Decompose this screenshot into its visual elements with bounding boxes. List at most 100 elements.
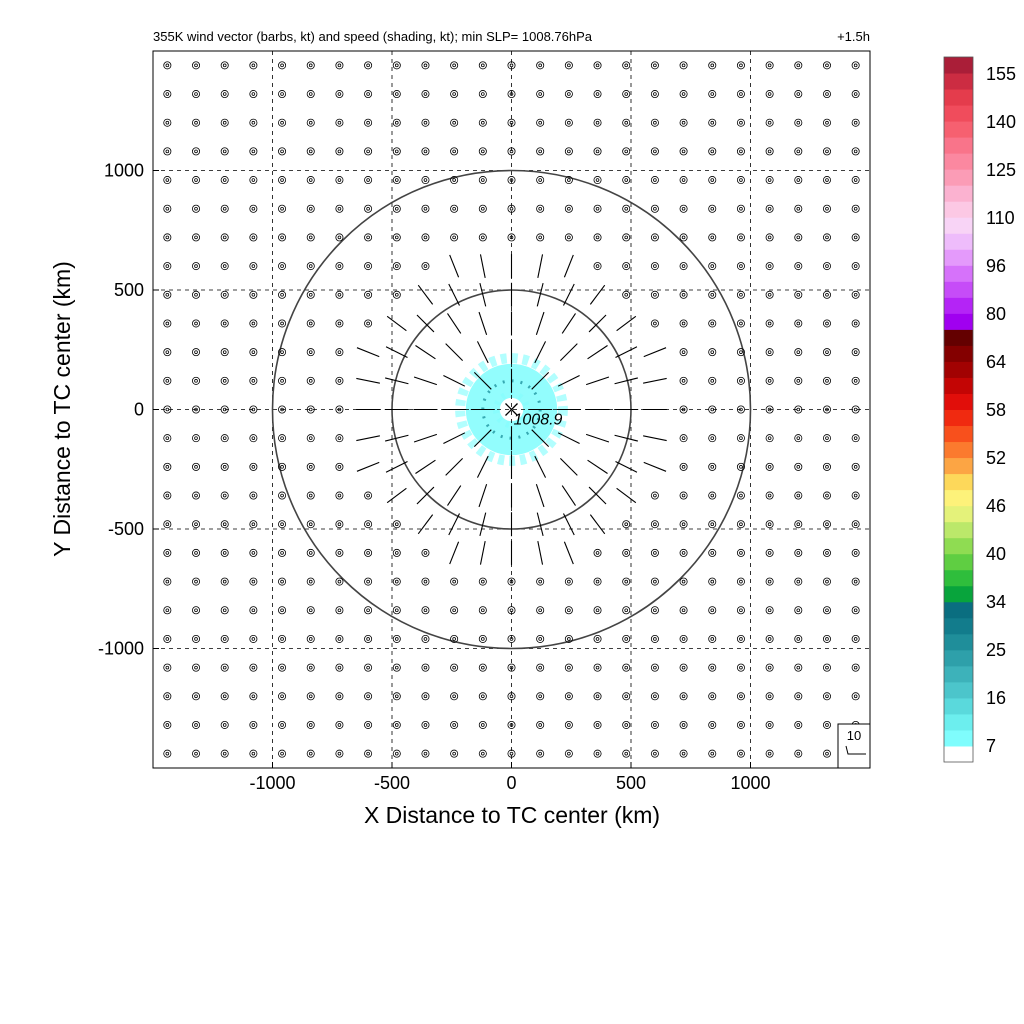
calm-marker-outer [536, 577, 545, 586]
calm-marker-inner [280, 178, 284, 182]
calm-marker-inner [280, 92, 284, 96]
calm-marker-outer [364, 491, 373, 500]
calm-marker-outer [450, 749, 459, 758]
colorbar-segment [944, 745, 973, 763]
calm-marker-inner [194, 120, 198, 125]
calm-marker-outer [421, 90, 430, 99]
calm-marker-outer [278, 606, 287, 615]
wind-barb [588, 314, 607, 333]
calm-marker-outer [794, 606, 803, 615]
calm-marker-outer [192, 233, 201, 242]
calm-marker-outer [794, 319, 803, 328]
calm-marker-inner [825, 694, 829, 699]
wind-barb [534, 341, 547, 364]
calm-marker-inner [481, 63, 485, 68]
calm-marker-outer [736, 176, 745, 185]
calm-marker-outer [364, 520, 373, 529]
calm-marker-inner [165, 321, 170, 326]
calm-marker-inner [567, 206, 571, 211]
calm-marker-outer [536, 606, 545, 615]
wind-barb [563, 254, 574, 278]
wind-barb [537, 254, 544, 278]
wind-barb [386, 487, 407, 504]
calm-marker-inner [251, 522, 256, 527]
calm-marker-outer [593, 749, 602, 758]
calm-marker-outer [564, 118, 573, 127]
calm-marker-outer [163, 319, 172, 328]
calm-marker-outer [249, 262, 258, 271]
calm-marker-outer [708, 720, 717, 729]
calm-marker-inner [624, 751, 629, 756]
calm-marker-inner [681, 436, 686, 440]
calm-marker-outer [822, 720, 831, 729]
calm-marker-inner [423, 120, 428, 125]
calm-marker-inner [251, 665, 256, 670]
calm-marker-outer [851, 548, 860, 557]
calm-marker-outer [450, 118, 459, 127]
calm-marker-outer [335, 405, 344, 414]
calm-marker-outer [220, 720, 229, 729]
calm-marker-outer [249, 118, 258, 127]
calm-marker-inner [767, 723, 772, 727]
calm-marker-inner [739, 149, 743, 154]
calm-marker-outer [736, 90, 745, 99]
calm-marker-inner [194, 321, 198, 326]
calm-marker-inner [710, 493, 715, 498]
calm-marker-outer [364, 204, 373, 213]
calm-marker-outer [220, 663, 229, 672]
calm-marker-outer [335, 61, 344, 70]
calm-marker-inner [251, 723, 256, 727]
calm-marker-inner [366, 579, 370, 584]
calm-marker-inner [165, 407, 170, 412]
calm-marker-outer [622, 204, 631, 213]
calm-marker-outer [335, 720, 344, 729]
calm-marker-inner [194, 235, 198, 240]
calm-marker-outer [507, 204, 516, 213]
calm-marker-outer [392, 204, 401, 213]
calm-marker-inner [280, 551, 284, 555]
calm-marker-outer [421, 749, 430, 758]
calm-marker-outer [249, 61, 258, 70]
calm-marker-outer [249, 434, 258, 443]
wind-barb [448, 283, 460, 306]
calm-marker-outer [278, 405, 287, 414]
calm-marker-inner [423, 723, 428, 727]
calm-marker-inner [394, 637, 399, 641]
calm-marker-inner [280, 694, 284, 699]
calm-marker-inner [767, 235, 772, 240]
calm-marker-inner [308, 178, 313, 182]
calm-marker-outer [450, 634, 459, 643]
calm-marker-inner [251, 637, 256, 641]
calm-marker-outer [822, 348, 831, 357]
calm-marker-inner [710, 149, 715, 154]
calm-marker-inner [165, 665, 170, 670]
calm-marker-inner [222, 206, 227, 211]
calm-marker-inner [481, 579, 485, 584]
calm-marker-inner [853, 579, 858, 584]
calm-marker-outer [278, 90, 287, 99]
calm-marker-inner [767, 465, 772, 469]
colorbar-segment [944, 313, 973, 330]
calm-marker-outer [622, 634, 631, 643]
calm-marker-inner [538, 178, 542, 182]
calm-marker-outer [765, 749, 774, 758]
calm-marker-inner [853, 178, 858, 182]
calm-marker-inner [222, 63, 227, 68]
calm-marker-outer [163, 692, 172, 701]
calm-marker-outer [593, 663, 602, 672]
calm-marker-outer [622, 147, 631, 156]
calm-marker-inner [567, 608, 571, 613]
wind-barb [473, 371, 492, 390]
calm-marker-outer [736, 118, 745, 127]
calm-marker-inner [251, 579, 256, 584]
calm-marker-inner [165, 551, 170, 555]
calm-marker-outer [220, 462, 229, 471]
calm-marker-outer [249, 348, 258, 357]
calm-marker-inner [853, 292, 858, 297]
calm-marker-inner [308, 665, 313, 670]
calm-marker-inner [710, 608, 715, 613]
calm-marker-inner [280, 436, 284, 440]
colorbar-segment [944, 153, 973, 170]
calm-marker-inner [481, 206, 485, 211]
calm-marker-inner [394, 751, 399, 756]
